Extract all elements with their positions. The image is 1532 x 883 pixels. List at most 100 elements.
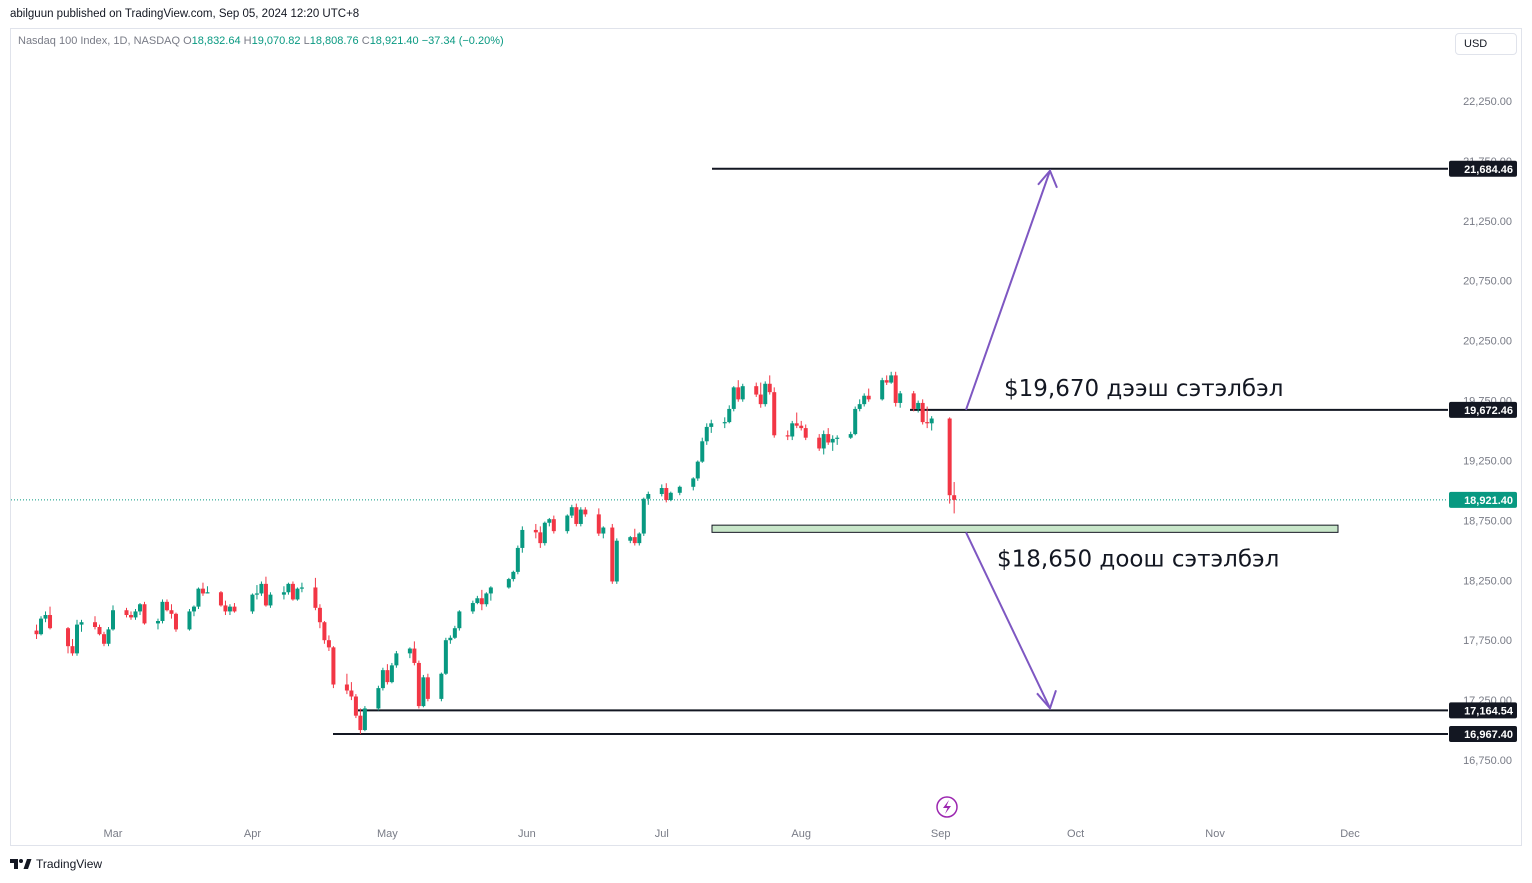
candle-body: [538, 532, 543, 544]
candle: [322, 621, 327, 644]
candle: [817, 434, 822, 451]
candle-body: [830, 438, 835, 443]
level-price-badge-text: 19,672.46: [1464, 405, 1513, 417]
candle: [443, 637, 448, 675]
candle-body: [754, 386, 759, 395]
candle: [254, 585, 259, 600]
candle-body: [268, 594, 273, 606]
candle: [538, 526, 543, 548]
candle: [137, 603, 142, 616]
candle-body: [542, 522, 547, 544]
candle: [79, 619, 84, 632]
candle: [610, 523, 615, 584]
candle: [164, 599, 169, 612]
lightning-bolt-icon[interactable]: [936, 796, 958, 818]
candle: [326, 635, 331, 651]
candle-body: [484, 593, 489, 605]
candle-body: [425, 677, 430, 699]
candle-body: [394, 653, 399, 666]
symbol-legend[interactable]: Nasdaq 100 Index, 1D, NASDAQ O18,832.64 …: [18, 35, 504, 47]
candle: [97, 624, 102, 636]
candle-body: [479, 598, 484, 605]
candle: [862, 393, 867, 407]
footer-brand[interactable]: TradingView: [10, 857, 102, 871]
candle-body: [574, 507, 579, 524]
candle: [515, 545, 520, 575]
candle: [128, 611, 133, 620]
candle-body: [263, 583, 268, 606]
time-tick-label: Oct: [1067, 828, 1084, 840]
candle: [200, 582, 205, 596]
candle-body: [646, 494, 651, 499]
candle: [407, 647, 412, 659]
candle-body: [97, 627, 102, 635]
time-tick-label: Apr: [244, 828, 261, 840]
candle-body: [173, 613, 178, 630]
candle-body: [637, 533, 642, 544]
candle: [317, 604, 322, 629]
candle: [362, 706, 367, 732]
candle-body: [155, 621, 160, 624]
candle: [709, 419, 714, 433]
candle-body: [344, 684, 349, 691]
candle: [416, 660, 421, 709]
candle-body: [313, 587, 318, 608]
annotation-breakdown-down: $18,650 доош сэтэлбэл: [997, 546, 1279, 572]
candle-body: [790, 423, 795, 437]
candle-body: [443, 640, 448, 674]
candle-body: [102, 634, 107, 644]
candle: [740, 383, 745, 402]
candle: [727, 405, 732, 424]
candle: [394, 650, 399, 668]
level-price-badge-bg: [1449, 725, 1517, 742]
candle: [380, 667, 385, 691]
candle-body: [227, 606, 232, 612]
candle: [93, 616, 98, 630]
candle-body: [763, 383, 768, 405]
currency-selector[interactable]: USD: [1455, 33, 1517, 55]
candle-body: [515, 547, 520, 572]
candle: [353, 694, 358, 719]
candle-body: [803, 428, 808, 438]
candle: [893, 371, 898, 407]
candle: [34, 624, 39, 639]
candle-body: [326, 640, 331, 648]
candle: [596, 508, 601, 536]
candle-body: [862, 395, 867, 405]
last-price-badge: 18,921.40: [1449, 491, 1517, 508]
candle: [452, 625, 457, 639]
candle-body: [614, 540, 619, 582]
candle-body: [758, 394, 763, 405]
candle-body: [929, 418, 934, 424]
candle: [290, 581, 295, 601]
candle-body: [196, 588, 201, 607]
candle: [385, 664, 390, 685]
candle-body: [772, 392, 777, 436]
candle-body: [75, 624, 80, 654]
candle-body: [254, 593, 259, 595]
ohlc-low: L18,808.76: [303, 35, 359, 47]
level-price-badge-bg: [1449, 160, 1517, 177]
candle-body: [511, 571, 516, 580]
candle-body: [286, 583, 291, 593]
candle-body: [583, 509, 588, 515]
candle-body: [632, 537, 637, 544]
candle-body: [727, 408, 732, 423]
candle: [227, 604, 232, 616]
candle: [677, 485, 682, 496]
candle: [731, 386, 736, 412]
candle-body: [488, 587, 493, 594]
time-tick-label: Sep: [931, 828, 951, 840]
time-tick-label: Aug: [791, 828, 811, 840]
annotation-breakout-up: $19,670 дээш сэтэлбэл: [1004, 376, 1283, 402]
candle-body: [794, 423, 799, 426]
candle: [196, 587, 201, 610]
symbol-name: Nasdaq 100 Index, 1D, NASDAQ: [18, 35, 181, 47]
candle-body: [48, 615, 53, 629]
level-price-badge: 16,967.40: [1449, 725, 1517, 742]
candle-body: [880, 380, 885, 400]
candle: [133, 609, 138, 620]
candle: [520, 526, 525, 553]
candle-body: [731, 387, 736, 409]
